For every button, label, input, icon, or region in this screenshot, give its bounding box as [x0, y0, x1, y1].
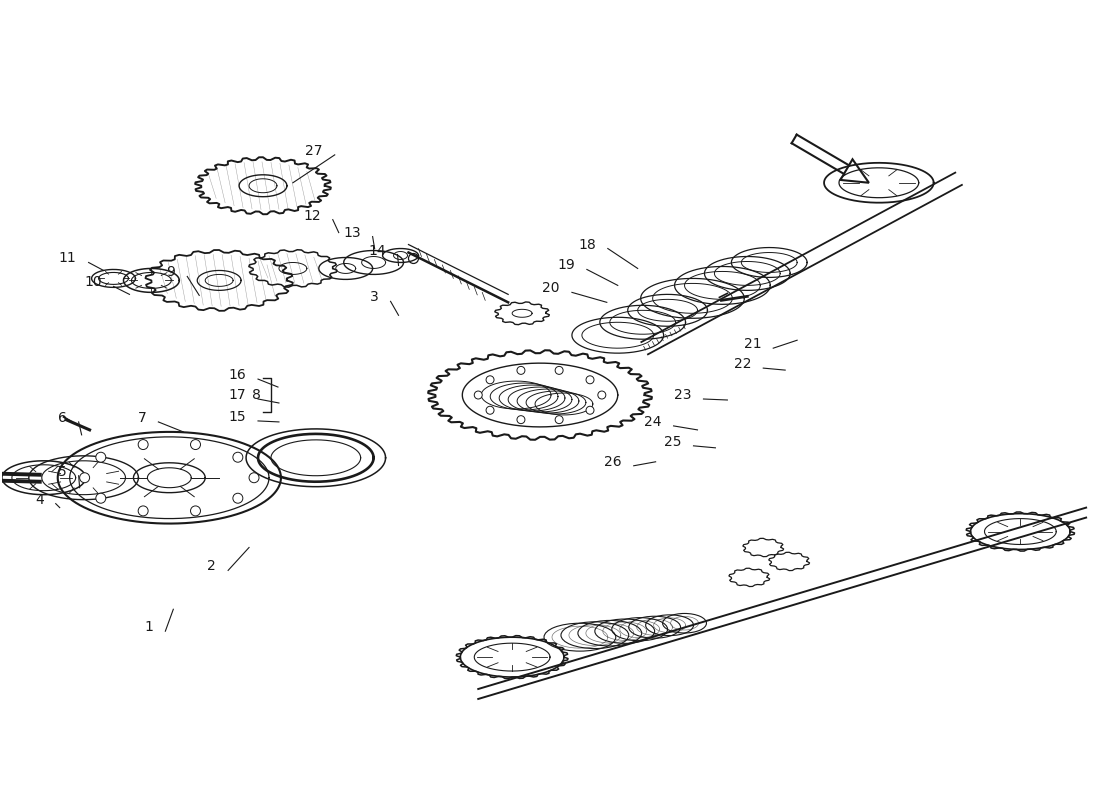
Text: 11: 11 [59, 251, 77, 266]
Text: 21: 21 [744, 337, 761, 351]
Circle shape [190, 439, 200, 450]
Text: 24: 24 [645, 415, 661, 429]
Text: 4: 4 [35, 493, 44, 506]
Text: 23: 23 [674, 388, 692, 402]
Circle shape [139, 506, 148, 516]
Text: 19: 19 [558, 258, 575, 273]
Text: 9: 9 [166, 266, 175, 279]
Circle shape [586, 376, 594, 384]
Text: 6: 6 [58, 411, 67, 425]
Circle shape [486, 406, 494, 414]
Circle shape [139, 439, 148, 450]
Text: 27: 27 [306, 144, 322, 158]
Circle shape [517, 366, 525, 374]
Text: 7: 7 [138, 411, 146, 425]
Text: 3: 3 [370, 290, 378, 304]
Circle shape [556, 416, 563, 424]
Text: 12: 12 [304, 209, 321, 222]
Circle shape [79, 473, 89, 482]
Text: 22: 22 [734, 357, 751, 371]
Circle shape [474, 391, 482, 399]
Text: 20: 20 [542, 282, 560, 295]
Text: 18: 18 [579, 238, 596, 251]
Text: 8: 8 [252, 388, 261, 402]
Circle shape [486, 376, 494, 384]
Circle shape [597, 391, 606, 399]
Circle shape [517, 416, 525, 424]
Circle shape [96, 452, 106, 462]
Text: 25: 25 [664, 435, 682, 449]
Text: 15: 15 [229, 410, 246, 424]
Text: 16: 16 [229, 368, 246, 382]
Text: 1: 1 [144, 620, 153, 634]
Text: 5: 5 [58, 465, 67, 478]
Circle shape [96, 494, 106, 503]
Text: 26: 26 [604, 454, 622, 469]
Circle shape [190, 506, 200, 516]
Circle shape [586, 406, 594, 414]
Text: 13: 13 [343, 226, 361, 239]
Circle shape [249, 473, 258, 482]
Circle shape [556, 366, 563, 374]
Text: 2: 2 [208, 559, 217, 574]
Text: 14: 14 [367, 243, 386, 258]
Text: 10: 10 [84, 275, 101, 290]
Circle shape [233, 494, 243, 503]
Text: 17: 17 [229, 388, 246, 402]
Circle shape [233, 452, 243, 462]
